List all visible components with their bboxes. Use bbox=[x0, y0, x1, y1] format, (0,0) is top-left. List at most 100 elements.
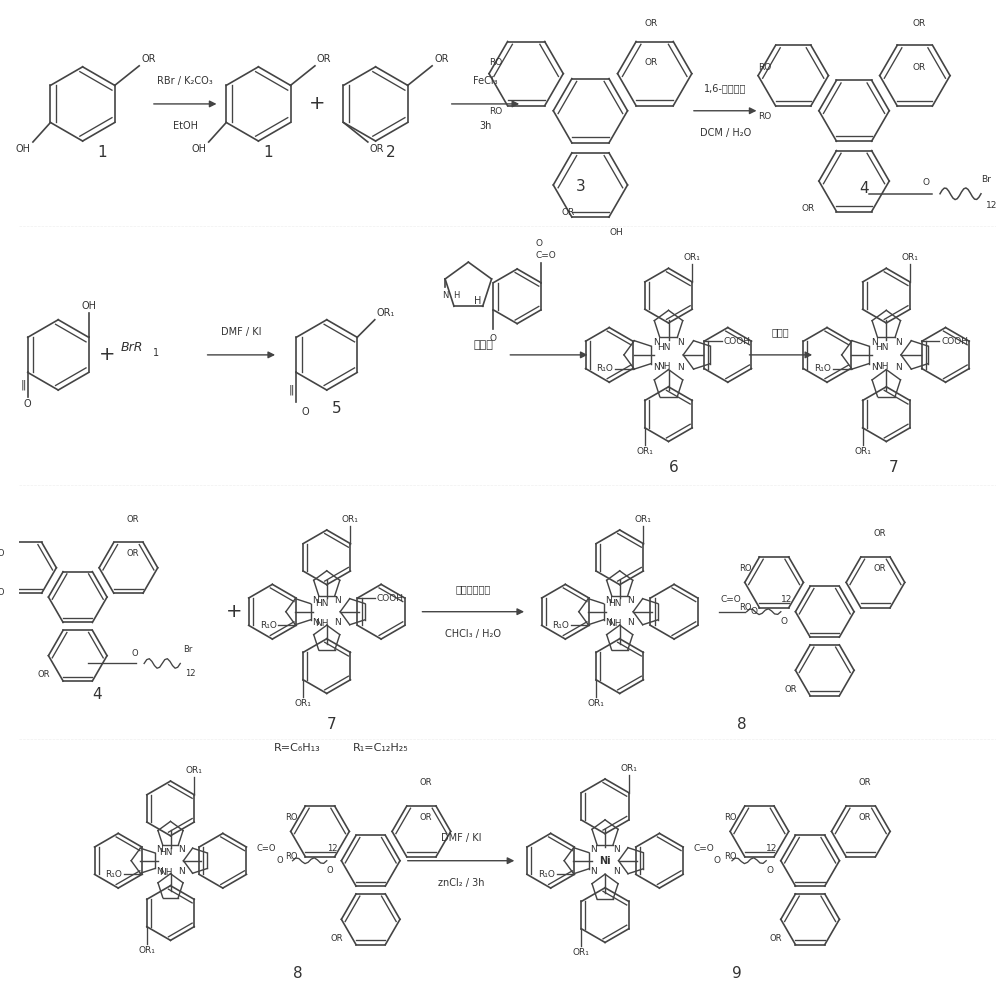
Text: RO: RO bbox=[724, 851, 737, 861]
Text: CHCl₃ / H₂O: CHCl₃ / H₂O bbox=[445, 629, 501, 639]
Text: R₁O: R₁O bbox=[105, 870, 122, 879]
Text: 3h: 3h bbox=[479, 122, 492, 132]
Text: RBr / K₂CO₃: RBr / K₂CO₃ bbox=[157, 77, 213, 87]
Text: O: O bbox=[277, 856, 283, 865]
Text: NH: NH bbox=[608, 619, 622, 628]
Text: OH: OH bbox=[192, 144, 207, 154]
Text: OR₁: OR₁ bbox=[684, 254, 701, 262]
Text: NH: NH bbox=[657, 362, 670, 372]
Text: +: + bbox=[99, 345, 115, 365]
Text: BrR: BrR bbox=[120, 340, 143, 354]
Text: N: N bbox=[871, 363, 877, 372]
Text: RO: RO bbox=[758, 63, 771, 72]
Text: O: O bbox=[766, 866, 773, 875]
Text: OR₁: OR₁ bbox=[573, 949, 590, 957]
Text: ‖: ‖ bbox=[20, 379, 26, 390]
Text: OR: OR bbox=[770, 934, 782, 943]
Text: N: N bbox=[895, 363, 902, 372]
Text: N: N bbox=[335, 596, 341, 605]
Text: DMF / KI: DMF / KI bbox=[441, 834, 481, 843]
Text: +: + bbox=[226, 603, 242, 621]
Text: 7: 7 bbox=[888, 460, 898, 475]
Text: DCM / H₂O: DCM / H₂O bbox=[700, 129, 751, 139]
Text: OR₁: OR₁ bbox=[342, 515, 359, 524]
Text: OR: OR bbox=[859, 813, 871, 822]
Text: R₁O: R₁O bbox=[814, 364, 831, 374]
Text: NH: NH bbox=[159, 868, 172, 877]
Text: 8: 8 bbox=[293, 965, 302, 980]
Text: HN: HN bbox=[315, 600, 329, 608]
Text: O: O bbox=[327, 866, 333, 875]
Text: OR: OR bbox=[913, 63, 926, 72]
Text: OR: OR bbox=[370, 144, 384, 154]
Text: OR: OR bbox=[330, 934, 343, 943]
Text: R₁=C₁₂H₂₅: R₁=C₁₂H₂₅ bbox=[353, 743, 408, 753]
Text: H: H bbox=[474, 296, 482, 306]
Text: 4: 4 bbox=[859, 182, 869, 197]
Text: HN: HN bbox=[608, 600, 622, 608]
Text: N: N bbox=[605, 596, 612, 605]
Text: OR: OR bbox=[141, 54, 156, 64]
Text: 1: 1 bbox=[263, 145, 273, 160]
Text: znCl₂ / 3h: znCl₂ / 3h bbox=[438, 878, 484, 889]
Text: OR: OR bbox=[874, 563, 886, 573]
Text: OR₁: OR₁ bbox=[588, 699, 604, 709]
Text: DMF / KI: DMF / KI bbox=[221, 327, 262, 337]
Text: EtOH: EtOH bbox=[173, 122, 198, 132]
Text: FeCl₃: FeCl₃ bbox=[473, 77, 498, 87]
Text: N: N bbox=[442, 291, 448, 300]
Text: R₁O: R₁O bbox=[538, 870, 555, 879]
Text: 7: 7 bbox=[327, 717, 336, 731]
Text: N: N bbox=[653, 338, 660, 347]
Text: O: O bbox=[713, 856, 720, 865]
Text: NH: NH bbox=[315, 619, 329, 628]
Text: 12: 12 bbox=[185, 669, 196, 678]
Text: RO: RO bbox=[285, 851, 297, 861]
Text: O: O bbox=[301, 407, 309, 417]
Text: O: O bbox=[131, 649, 138, 658]
Text: RO: RO bbox=[0, 549, 5, 558]
Text: OR₁: OR₁ bbox=[138, 947, 155, 955]
Text: O: O bbox=[781, 616, 788, 625]
Text: 2: 2 bbox=[385, 145, 395, 160]
Text: COOH: COOH bbox=[724, 337, 751, 346]
Text: O: O bbox=[922, 178, 929, 187]
Text: OR₁: OR₁ bbox=[186, 766, 203, 776]
Text: C=O: C=O bbox=[694, 843, 714, 853]
Text: N: N bbox=[613, 845, 620, 854]
Text: 12: 12 bbox=[766, 843, 778, 853]
Text: 四丁基溴化铵: 四丁基溴化铵 bbox=[456, 584, 491, 594]
Text: N: N bbox=[178, 845, 185, 854]
Text: RO: RO bbox=[739, 603, 752, 611]
Text: O: O bbox=[24, 399, 32, 409]
Text: OR₁: OR₁ bbox=[295, 699, 312, 709]
Text: N: N bbox=[628, 596, 634, 605]
Text: OR₁: OR₁ bbox=[620, 764, 637, 774]
Text: H: H bbox=[453, 291, 459, 300]
Text: N: N bbox=[335, 618, 341, 627]
Text: 1: 1 bbox=[97, 145, 107, 160]
Text: N: N bbox=[156, 845, 163, 854]
Text: 9: 9 bbox=[732, 965, 742, 980]
Text: OH: OH bbox=[16, 144, 31, 154]
Text: N: N bbox=[312, 618, 319, 627]
Text: 二甲苯: 二甲苯 bbox=[473, 340, 493, 350]
Text: N: N bbox=[156, 867, 163, 876]
Text: 12: 12 bbox=[781, 595, 792, 604]
Text: 6: 6 bbox=[669, 460, 678, 475]
Text: OR: OR bbox=[859, 779, 871, 787]
Text: N: N bbox=[677, 338, 684, 347]
Text: N: N bbox=[312, 596, 319, 605]
Text: N: N bbox=[677, 363, 684, 372]
Text: 8: 8 bbox=[737, 717, 747, 731]
Text: RO: RO bbox=[724, 813, 737, 822]
Text: COOH: COOH bbox=[377, 594, 404, 603]
Text: RO: RO bbox=[489, 106, 503, 116]
Text: N: N bbox=[178, 867, 185, 876]
Text: OR: OR bbox=[561, 208, 574, 217]
Text: N: N bbox=[590, 867, 597, 877]
Text: O: O bbox=[536, 240, 543, 249]
Text: OR₁: OR₁ bbox=[635, 515, 652, 524]
Text: OR: OR bbox=[420, 779, 432, 787]
Text: OR: OR bbox=[434, 54, 449, 64]
